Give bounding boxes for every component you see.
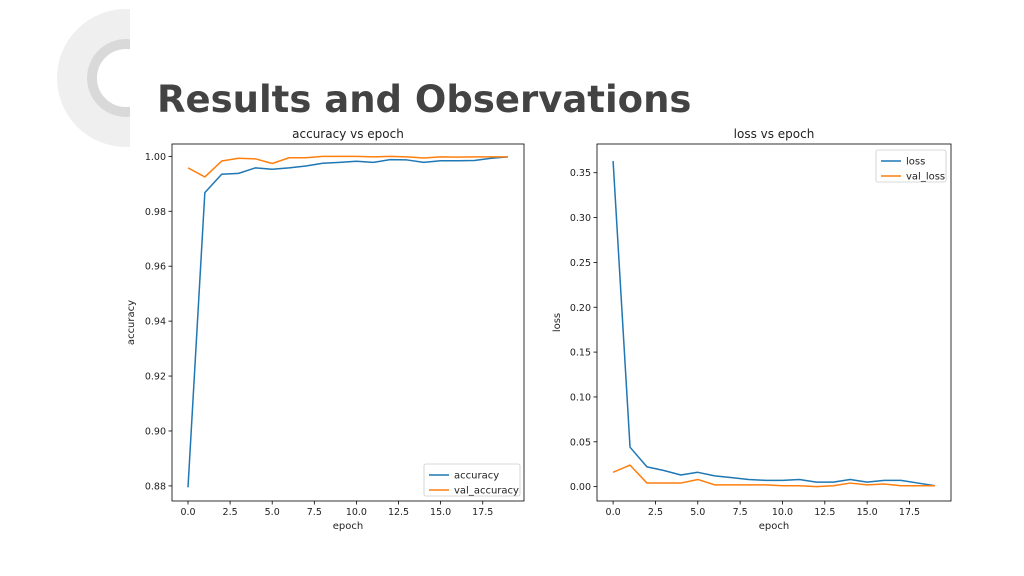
legend: loss val_loss: [875, 149, 947, 183]
x-tick-label: 7.5: [307, 507, 322, 518]
y-axis-label: accuracy: [126, 300, 137, 345]
legend-box: [875, 149, 947, 183]
x-tick-label: 0.0: [180, 507, 195, 518]
y-tick-label: 0.35: [570, 168, 591, 179]
decorative-ring: [0, 0, 130, 150]
x-tick-label: 0.0: [606, 507, 621, 518]
y-tick-label: 0.25: [570, 258, 591, 269]
x-tick-label: 12.5: [814, 507, 835, 518]
x-axis-label: epoch: [333, 521, 363, 532]
y-tick-label: 0.90: [145, 426, 166, 437]
y-tick-label: 0.10: [570, 392, 591, 403]
x-tick-label: 15.0: [430, 507, 451, 518]
x-tick-label: 10.0: [772, 507, 793, 518]
chart-title: loss vs epoch: [734, 127, 815, 141]
x-tick-label: 12.5: [388, 507, 409, 518]
plot-frame: [596, 143, 952, 502]
legend-label: val_accuracy: [454, 486, 519, 497]
series-line-val-accuracy: [187, 155, 508, 178]
y-tick-label: 1.00: [145, 152, 166, 163]
x-axis-label: epoch: [759, 521, 789, 532]
x-tick-label: 5.0: [265, 507, 280, 518]
y-tick-label: 0.00: [570, 482, 591, 493]
slide-title: Results and Observations: [157, 78, 692, 121]
y-tick-label: 0.30: [570, 213, 591, 224]
legend-box: [423, 463, 521, 497]
legend: accuracy val_accuracy: [423, 463, 521, 497]
loss-chart: loss vs epoch 0.0 2.5 5.0 7.5 10.0 12.5 15.0 17.…: [552, 127, 952, 532]
y-axis-label: loss: [552, 313, 563, 332]
y-tick-label: 0.05: [570, 437, 591, 448]
x-tick-label: 7.5: [733, 507, 748, 518]
series-line-val-loss: [612, 464, 935, 488]
x-tick-label: 10.0: [346, 507, 367, 518]
accuracy-chart: accuracy vs epoch 0.0 2.5 5.0 7.5 10.0 12.5 15.…: [126, 127, 525, 532]
x-tick-label: 2.5: [648, 507, 663, 518]
y-tick-label: 0.15: [570, 348, 591, 359]
plot-frame: [171, 143, 525, 502]
y-tick-label: 0.20: [570, 303, 591, 314]
x-tick-label: 17.5: [472, 507, 493, 518]
y-tick-label: 0.96: [145, 262, 166, 273]
series-line-accuracy: [187, 156, 509, 488]
x-tick-label: 5.0: [690, 507, 705, 518]
x-tick-label: 15.0: [857, 507, 878, 518]
x-tick-label: 2.5: [223, 507, 238, 518]
y-tick-label: 0.98: [145, 207, 166, 218]
legend-label: loss: [906, 157, 925, 168]
x-tick-label: 17.5: [899, 507, 920, 518]
y-tick-label: 0.88: [145, 481, 166, 492]
legend-label: val_loss: [906, 172, 945, 183]
legend-label: accuracy: [454, 471, 499, 482]
series-line-loss: [612, 160, 936, 487]
y-tick-label: 0.94: [145, 317, 166, 328]
y-tick-label: 0.92: [145, 372, 166, 383]
chart-title: accuracy vs epoch: [292, 127, 404, 141]
